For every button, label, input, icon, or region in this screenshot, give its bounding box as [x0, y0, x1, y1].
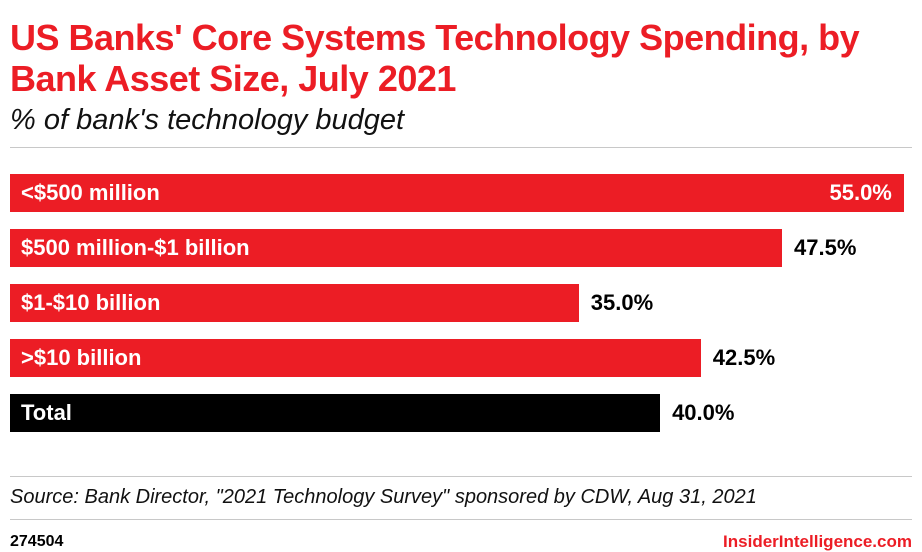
source-divider [10, 476, 912, 478]
footer-divider [10, 519, 912, 521]
bar-row: >$10 billion 42.5% [10, 339, 912, 378]
bar-value-label: 40.0% [672, 400, 735, 426]
bar-value-label: 42.5% [712, 345, 776, 371]
chart-title: US Banks' Core Systems Technology Spendi… [10, 17, 860, 99]
bar-category-label: >$10 billion [21, 345, 142, 371]
source-note: Source: Bank Director, "2021 Technology … [10, 486, 757, 509]
bar-row: $500 million-$1 billion 47.5% [10, 229, 912, 268]
bar: Total [10, 394, 661, 433]
bar-value-label: 55.0% [829, 180, 892, 206]
bar-row: $1-$10 billion 35.0% [10, 284, 912, 323]
bar-category-label: <$500 million [21, 180, 160, 206]
bar-category-label: $500 million-$1 billion [21, 235, 250, 261]
bar-chart: <$500 million 55.0% $500 million-$1 billio… [10, 174, 912, 449]
bar: <$500 million 55.0% [10, 174, 904, 213]
bar-row: <$500 million 55.0% [10, 174, 912, 213]
footer: 274504 InsiderIntelligence.com [10, 520, 912, 552]
chart-id: 274504 [10, 533, 64, 551]
bar-value-label: 47.5% [794, 235, 857, 261]
bar-category-label: $1-$10 billion [21, 290, 161, 316]
header-divider [10, 147, 912, 149]
chart-subtitle: % of bank's technology budget [10, 104, 405, 137]
bar-value-label: 35.0% [590, 290, 654, 316]
brand-link[interactable]: InsiderIntelligence.com [723, 532, 912, 552]
bar: $1-$10 billion [10, 284, 579, 323]
bar-category-label: Total [21, 400, 72, 426]
bar-row: Total 40.0% [10, 394, 912, 433]
bar: $500 million-$1 billion [10, 229, 783, 268]
bar: >$10 billion [10, 339, 701, 378]
